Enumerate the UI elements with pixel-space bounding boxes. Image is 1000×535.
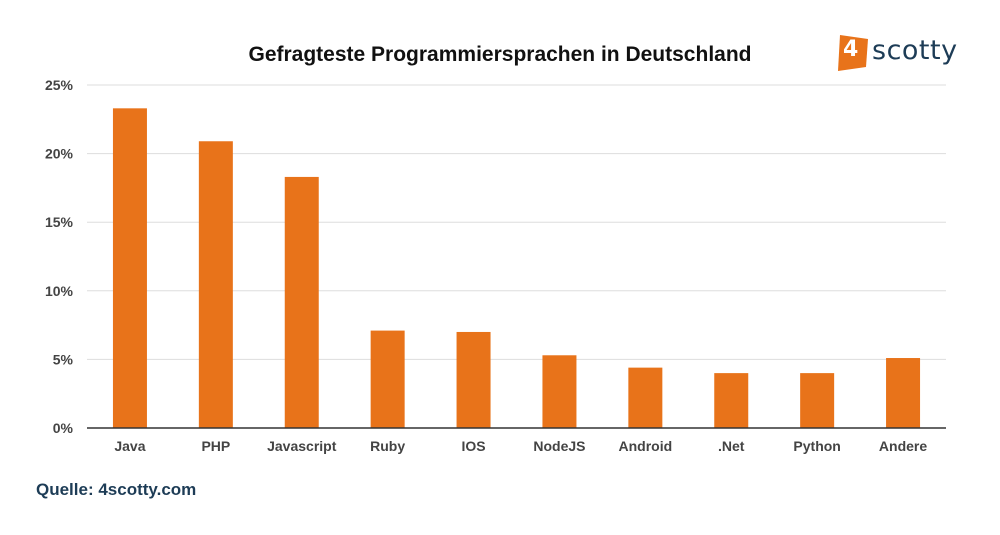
- x-category-label: Javascript: [267, 438, 337, 454]
- bar-andere: [886, 358, 921, 428]
- x-category-label: Android: [619, 438, 673, 454]
- bar-python: [800, 373, 835, 428]
- y-tick-label: 10%: [45, 283, 74, 299]
- x-category-label: Ruby: [370, 438, 405, 454]
- bar-nodejs: [542, 355, 577, 428]
- bar-php: [198, 141, 233, 428]
- brand-logo-digit: 4: [843, 37, 859, 62]
- y-tick-label: 0%: [53, 420, 74, 436]
- x-category-label: .Net: [718, 438, 745, 454]
- y-tick-label: 15%: [45, 214, 74, 230]
- x-category-label: IOS: [461, 438, 485, 454]
- brand-mark-icon: [838, 35, 868, 71]
- bars: [112, 108, 921, 428]
- bar-ruby: [370, 330, 405, 428]
- bar-ios: [456, 331, 491, 428]
- x-category-label: PHP: [201, 438, 230, 454]
- x-category-label: Andere: [879, 438, 927, 454]
- x-category-label: Java: [114, 438, 145, 454]
- y-tick-label: 5%: [53, 351, 74, 367]
- chart-title: Gefragteste Programmiersprachen in Deuts…: [249, 43, 752, 66]
- x-category-label: Python: [793, 438, 840, 454]
- source-caption: Quelle: 4scotty.com: [36, 480, 197, 499]
- brand-logo: 4 scotty: [836, 33, 966, 73]
- bar-javascript: [284, 176, 319, 428]
- y-tick-label: 20%: [45, 146, 74, 162]
- y-tick-label: 25%: [45, 77, 74, 93]
- bar-net: [714, 373, 749, 428]
- brand-logo-name: scotty: [872, 35, 958, 66]
- y-axis-ticks: 0% 5% 10% 15% 20% 25%: [45, 77, 74, 436]
- bar-android: [628, 367, 663, 428]
- bar-java: [112, 108, 147, 428]
- x-axis-labels: Java PHP Javascript Ruby IOS NodeJS Android .Ne…: [114, 438, 927, 454]
- x-category-label: NodeJS: [533, 438, 585, 454]
